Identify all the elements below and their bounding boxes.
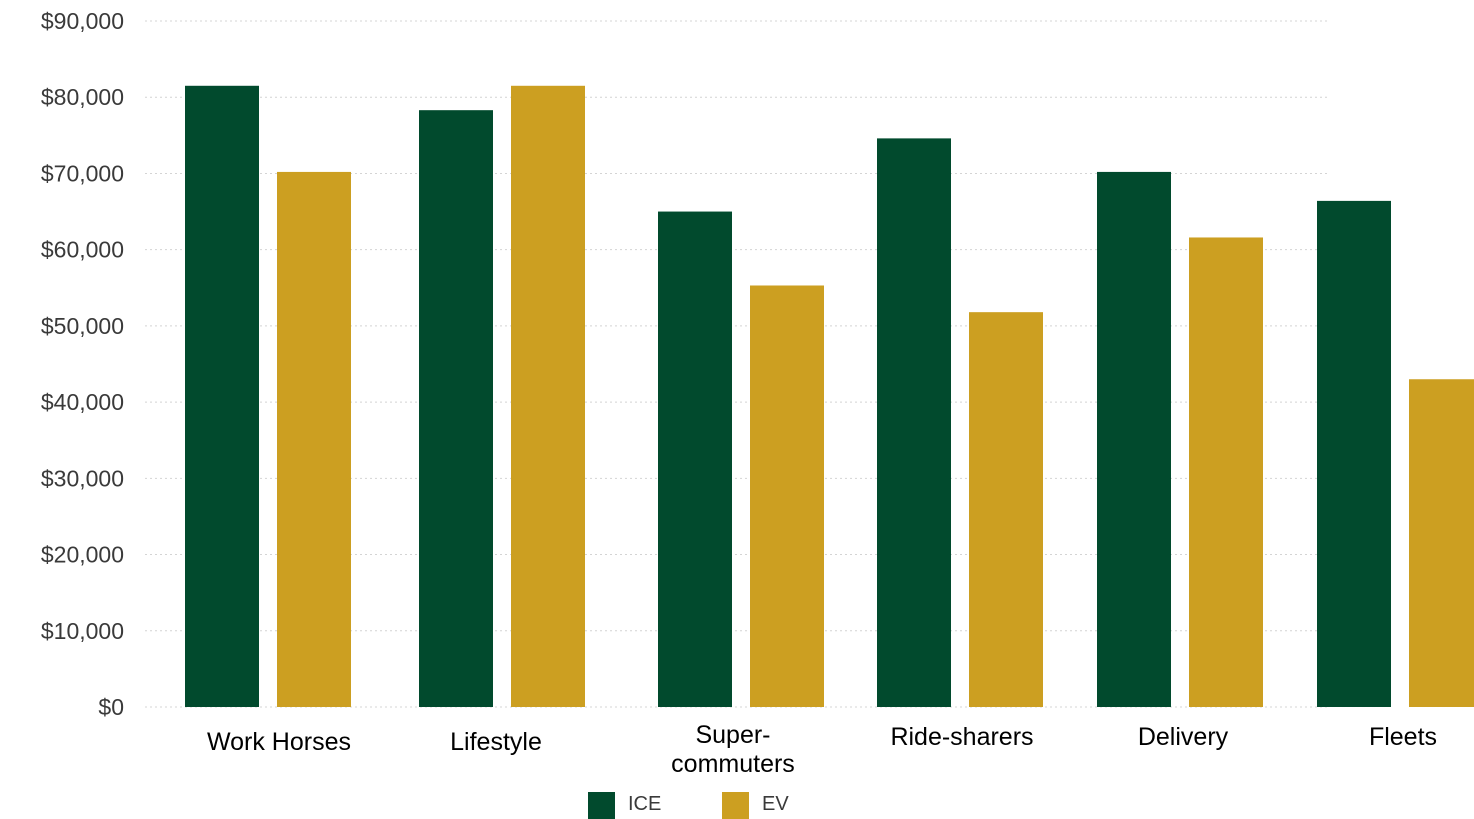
x-category-label: commuters bbox=[671, 750, 795, 778]
x-category-label: Delivery bbox=[1138, 723, 1229, 751]
bar-ice-3 bbox=[877, 138, 951, 708]
legend-label-ev: EV bbox=[762, 793, 789, 815]
x-category-label: Fleets bbox=[1369, 723, 1437, 751]
bar-ice-1 bbox=[419, 110, 493, 708]
x-category-label: Lifestyle bbox=[450, 728, 542, 756]
y-axis-ticks: $0 $10,000 $20,000 $30,000 $40,000 $50,000 $60… bbox=[41, 8, 124, 720]
legend: ICE EV bbox=[588, 792, 789, 819]
legend-label-ice: ICE bbox=[628, 793, 661, 815]
x-category-label: Super- bbox=[695, 721, 770, 749]
y-tick-label: $20,000 bbox=[41, 542, 124, 568]
y-tick-label: $50,000 bbox=[41, 313, 124, 339]
y-tick-label: $0 bbox=[98, 694, 124, 720]
x-category-label: Work Horses bbox=[207, 728, 351, 756]
y-tick-label: $30,000 bbox=[41, 465, 124, 491]
y-tick-label: $80,000 bbox=[41, 84, 124, 110]
x-axis-labels: Work Horses Lifestyle Super-commuters Ride-… bbox=[207, 721, 1437, 778]
bars bbox=[185, 85, 1474, 708]
bar-ice-0 bbox=[185, 85, 259, 708]
x-category-label: Ride-sharers bbox=[890, 723, 1033, 751]
bar-ev-5 bbox=[1409, 379, 1474, 707]
y-tick-label: $60,000 bbox=[41, 237, 124, 263]
y-tick-label: $90,000 bbox=[41, 8, 124, 34]
bar-ev-0 bbox=[277, 171, 351, 708]
legend-swatch-ev bbox=[722, 792, 749, 819]
bar-ice-5 bbox=[1317, 200, 1391, 707]
bar-ev-3 bbox=[969, 312, 1043, 707]
bar-ice-2 bbox=[658, 211, 732, 708]
bar-ev-4 bbox=[1189, 237, 1263, 707]
bar-ev-1 bbox=[511, 85, 585, 708]
legend-swatch-ice bbox=[588, 792, 615, 819]
bar-ice-4 bbox=[1097, 171, 1171, 708]
y-tick-label: $10,000 bbox=[41, 618, 124, 644]
bar-ev-2 bbox=[750, 285, 824, 707]
y-tick-label: $70,000 bbox=[41, 160, 124, 186]
y-tick-label: $40,000 bbox=[41, 389, 124, 415]
